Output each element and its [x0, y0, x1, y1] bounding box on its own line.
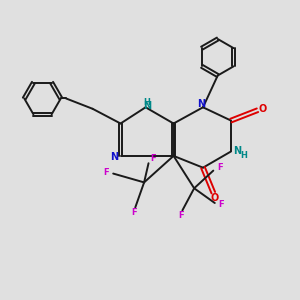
Text: F: F [150, 154, 156, 163]
Text: N: N [143, 101, 151, 111]
Text: F: F [217, 163, 223, 172]
Text: N: N [110, 152, 118, 162]
Text: F: F [178, 211, 184, 220]
Text: N: N [233, 146, 242, 156]
Text: F: F [103, 168, 109, 177]
Text: H: H [240, 151, 247, 160]
Text: N: N [197, 99, 206, 109]
Text: F: F [131, 208, 136, 217]
Text: O: O [259, 104, 267, 114]
Text: H: H [144, 98, 151, 106]
Text: F: F [218, 200, 224, 209]
Text: O: O [211, 193, 219, 203]
